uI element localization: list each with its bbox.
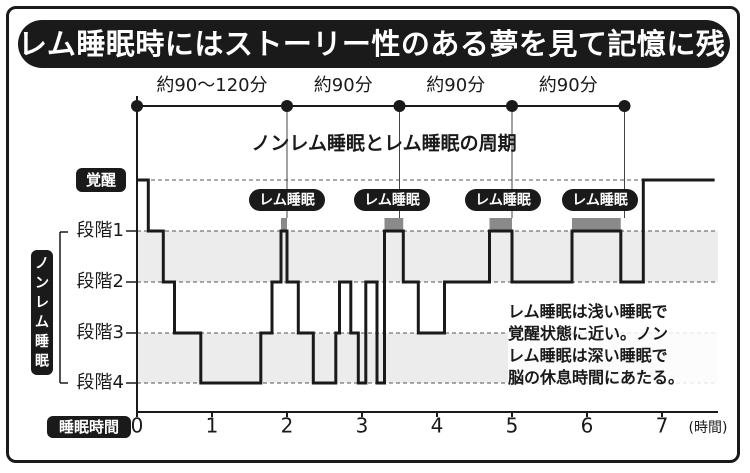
nonrem-group-char: ノ [35,256,49,272]
rem-label-text: レム睡眠 [364,193,420,209]
y-category-label: 段階1 [77,220,124,241]
cycle-duration-label: 約90〜120分 [156,75,267,96]
note-line: 覚醒状態に近い。ノン [508,324,669,343]
inner-chart-title: ノンレム睡眠とレム睡眠の周期 [251,133,516,155]
rem-shade-block [384,218,404,231]
xlabel-pill [47,416,131,438]
y-category-label: 段階2 [77,271,124,292]
nonrem-group-char: 睡 [35,334,49,350]
rem-label-pill [354,189,430,211]
x-axis-title: 睡眠時間 [59,418,119,436]
y-category-label: 段階4 [77,372,124,393]
rem-label-pill [562,189,638,211]
awake-label-pill [76,168,126,192]
rem-label-text: レム睡眠 [475,193,531,209]
cycle-marker-dot [618,100,631,112]
cycle-duration-label: 約90分 [426,75,485,96]
nonrem-group-char: 眠 [35,354,49,370]
rem-label-pill [465,189,541,211]
x-tick-label: 0 [131,414,144,438]
y-category-label: 覚醒 [86,171,116,189]
nonrem-group-char: レ [35,295,49,311]
banner-title: レム睡眠時にはストーリー性のある夢を見て記憶に残りやすい [18,27,730,61]
cycle-duration-label: 約90分 [314,75,373,96]
cycle-duration-label: 約90分 [539,75,598,96]
cycle-marker-dot [506,100,518,112]
x-tick-label: 3 [356,414,369,438]
x-tick-label: 6 [581,414,594,438]
y-category-label: 段階3 [77,322,124,343]
x-tick-label: 7 [656,414,669,438]
x-unit-label: (時間) [689,420,728,436]
stage1-band [137,231,718,282]
rem-label-text: レム睡眠 [572,193,628,209]
rem-label-pill [249,189,325,211]
x-tick-label: 4 [431,414,444,438]
note-line: レム睡眠は浅い睡眠で [508,302,668,321]
rem-shade-block [281,218,287,231]
x-tick-label: 1 [206,414,219,438]
cycle-marker-dot [281,100,293,112]
x-tick-label: 5 [506,414,519,438]
nonrem-group-pill [31,250,53,375]
hypnogram-line [137,178,715,385]
note-line: レム睡眠は深い睡眠で [508,346,668,365]
note-line: 脳の休息時間にあたる。 [508,368,685,387]
rem-shade-block [489,218,512,231]
cycle-marker-dot [131,100,143,112]
x-tick-label: 2 [281,414,294,438]
nonrem-group-char: ン [35,276,49,292]
explanation-note: レム睡眠は浅い睡眠で 覚醒状態に近い。ノン レム睡眠は深い睡眠で 脳の休息時間に… [508,301,724,389]
cycle-marker-dot [393,100,406,112]
chart-title-banner: レム睡眠時にはストーリー性のある夢を見て記憶に残りやすい [18,20,730,68]
rem-label-text: レム睡眠 [259,193,315,209]
rem-shade-block [572,218,621,231]
nonrem-group-char: ム [35,315,49,331]
